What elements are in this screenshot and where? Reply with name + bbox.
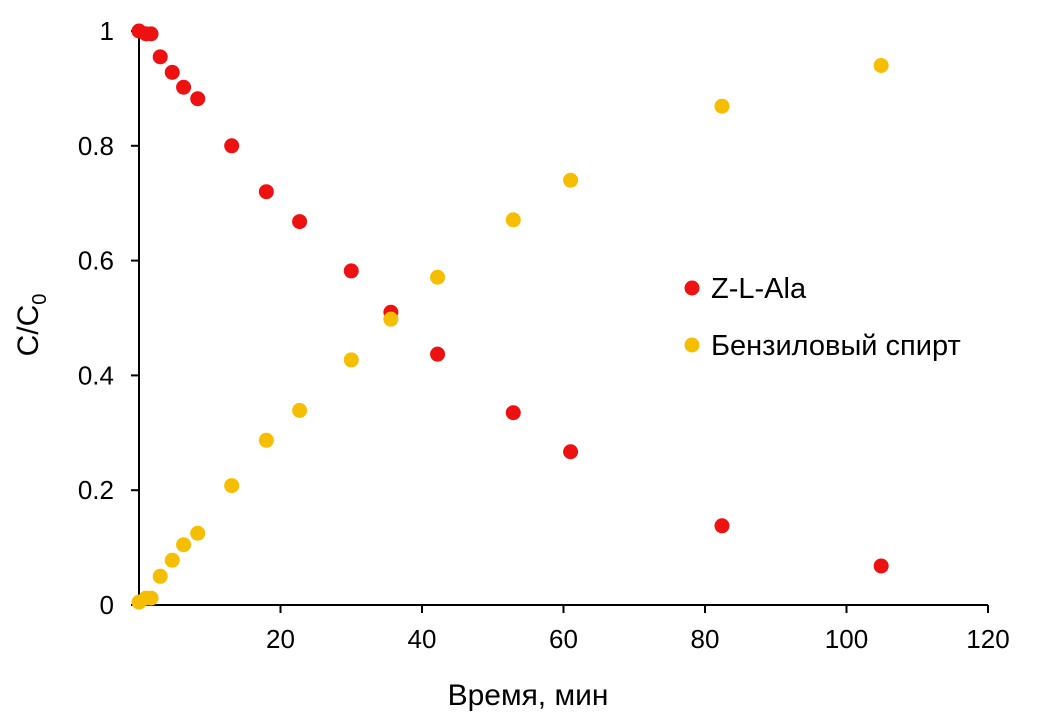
x-tick-label: 120 — [966, 624, 1009, 654]
axes — [131, 30, 989, 613]
z-l-ala-point — [224, 138, 240, 154]
x-tick-label: 20 — [266, 624, 295, 654]
benzyl-alcohol-point — [563, 172, 579, 188]
benzyl-alcohol-point — [343, 352, 359, 368]
x-tick-label: 60 — [549, 624, 578, 654]
benzyl-alcohol-point — [224, 478, 240, 494]
benzyl-alcohol-point — [258, 432, 274, 448]
y-tick-label: 0.4 — [78, 360, 114, 390]
y-axis-label: C/C0 — [12, 294, 51, 357]
benzyl-alcohol-point — [430, 269, 446, 285]
z-l-ala-point — [714, 518, 730, 534]
z-l-ala-point — [563, 444, 579, 460]
benzyl-alcohol-point — [152, 568, 168, 584]
y-tick-label: 0.6 — [78, 246, 114, 276]
benzyl-alcohol-point — [164, 552, 180, 568]
y-axis-label-subscript: 0 — [29, 294, 51, 305]
benzyl-alcohol-point — [714, 98, 730, 114]
z-l-ala-point — [505, 405, 521, 421]
y-tick-label: 0.8 — [78, 131, 114, 161]
z-l-ala-point — [343, 263, 359, 279]
benzyl-alcohol-point — [505, 212, 521, 228]
x-axis-label: Время, мин — [448, 679, 609, 712]
z-l-ala-point — [176, 79, 192, 95]
z-l-ala-point — [164, 64, 180, 80]
y-tick-label: 0.2 — [78, 475, 114, 505]
legend-label-benzyl-alcohol: Бензиловый спирт — [711, 330, 961, 362]
y-tick-label: 0 — [100, 590, 114, 620]
benzyl-alcohol-point — [873, 57, 889, 73]
z-l-ala-point — [143, 26, 159, 42]
z-l-ala-point — [258, 184, 274, 200]
x-tick-label: 80 — [691, 624, 720, 654]
y-tick-label: 1 — [100, 16, 114, 46]
legend-marker-benzyl-alcohol — [684, 337, 700, 353]
legend-label-z-l-ala: Z-L-Ala — [711, 273, 807, 305]
x-tick-label: 40 — [408, 624, 437, 654]
z-l-ala-point — [430, 346, 446, 362]
benzyl-alcohol-point — [383, 311, 399, 327]
z-l-ala-point — [292, 214, 308, 230]
benzyl-alcohol-point — [292, 402, 308, 418]
z-l-ala-point — [190, 91, 206, 107]
x-tick-label: 100 — [825, 624, 868, 654]
legend-marker-z-l-ala — [684, 280, 700, 296]
z-l-ala-point — [873, 558, 889, 574]
data-points — [131, 23, 889, 610]
legend: Z-L-Ala Бензиловый спирт — [684, 273, 961, 362]
benzyl-alcohol-point — [143, 590, 159, 606]
benzyl-alcohol-point — [190, 525, 206, 541]
z-l-ala-point — [152, 49, 168, 65]
benzyl-alcohol-point — [176, 537, 192, 553]
